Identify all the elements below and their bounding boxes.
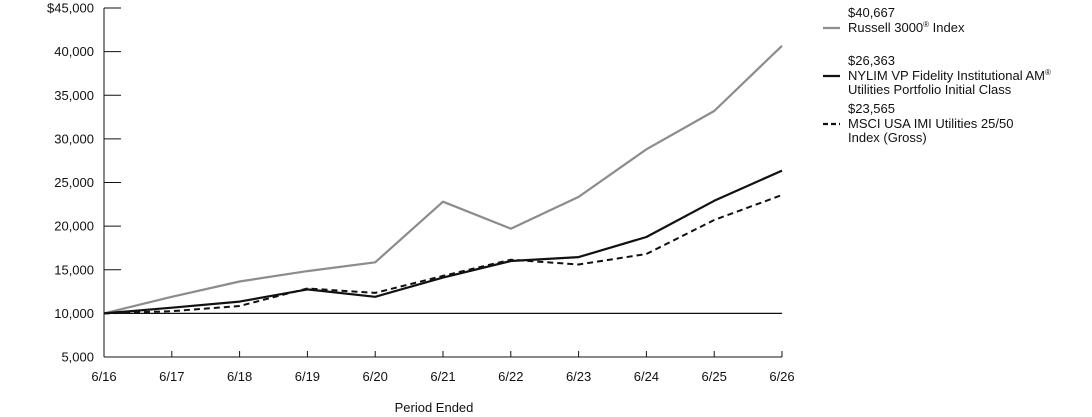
x-tick-label: 6/23	[566, 369, 591, 384]
x-tick-label: 6/26	[769, 369, 794, 384]
x-tick-label: 6/17	[159, 369, 184, 384]
x-tick-label: 6/22	[498, 369, 523, 384]
legend-label: MSCI USA IMI Utilities 25/50	[848, 116, 1013, 131]
y-tick-label: 35,000	[54, 88, 94, 103]
x-axis-label: Period Ended	[395, 400, 474, 415]
legend-end-value: $40,667	[848, 5, 895, 20]
x-tick-label: 6/18	[227, 369, 252, 384]
series-line-2	[103, 169, 783, 315]
x-tick-label: 6/19	[295, 369, 320, 384]
series-line-1	[103, 45, 783, 315]
y-tick-label: 20,000	[54, 219, 94, 234]
y-tick-label: 30,000	[54, 131, 94, 146]
series-lines	[103, 45, 783, 315]
legend-end-value: $23,565	[848, 101, 895, 116]
y-tick-label: $45,000	[47, 1, 94, 16]
x-tick-label: 6/24	[634, 369, 659, 384]
legend-label: Utilities Portfolio Initial Class	[848, 82, 1012, 97]
legend-end-value: $26,363	[848, 53, 895, 68]
y-tick-label: 15,000	[54, 262, 94, 277]
y-tick-label: 25,000	[54, 175, 94, 190]
series-line-3	[103, 194, 783, 315]
legend-label: Index (Gross)	[848, 130, 927, 145]
legend-label: Russell 3000® Index	[848, 20, 965, 35]
x-tick-label: 6/25	[702, 369, 727, 384]
y-tick-label: 40,000	[54, 44, 94, 59]
y-axis: $45,000 40,000 35,000 30,000 25,000 20,000 15,…	[47, 1, 121, 365]
x-axis: 6/16 6/17 6/18 6/19 6/20 6/21 6/22 6/23 6/24 6/25…	[91, 351, 795, 384]
x-tick-label: 6/20	[363, 369, 388, 384]
legend-label: NYLIM VP Fidelity Institutional AM®	[848, 68, 1051, 83]
x-tick-label: 6/16	[91, 369, 116, 384]
y-tick-label: 10,000	[54, 306, 94, 321]
x-tick-label: 6/21	[430, 369, 455, 384]
y-tick-label: 5,000	[61, 350, 94, 365]
